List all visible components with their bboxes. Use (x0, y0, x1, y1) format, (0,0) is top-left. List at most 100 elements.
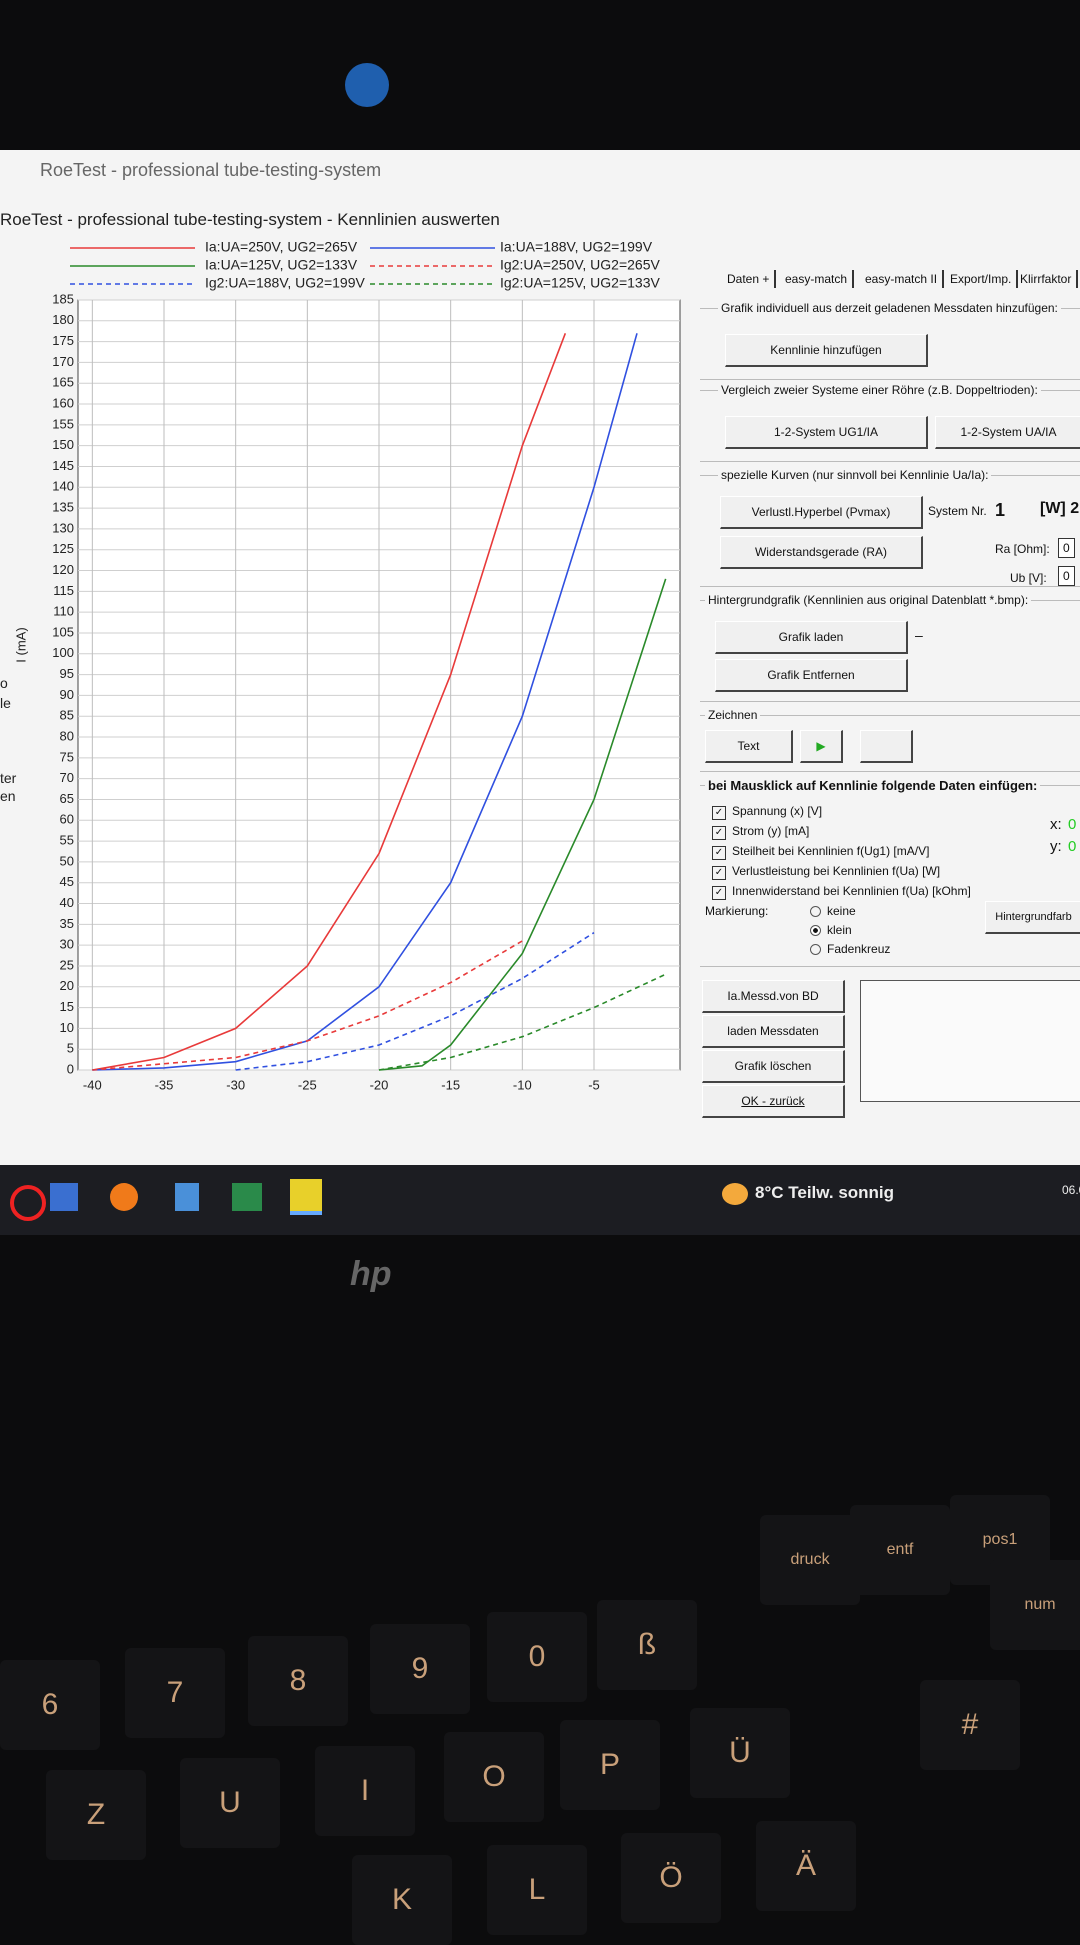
label: x: (1050, 816, 1062, 833)
button[interactable]: Grafik löschen (702, 1050, 845, 1083)
group-box: Vergleich zweier Systeme einer Röhre (z.… (700, 383, 1080, 462)
group-label: Zeichnen (705, 708, 761, 722)
button[interactable]: Kennlinie hinzufügen (725, 334, 928, 367)
key[interactable]: Ä (756, 1821, 856, 1911)
key[interactable]: # (920, 1680, 1020, 1770)
button[interactable]: Grafik laden (715, 621, 908, 654)
legend-label: Ia:UA=250V, UG2=265V (205, 240, 358, 255)
label: [W] 2 (1040, 500, 1080, 517)
checkbox[interactable]: Innenwiderstand bei Kennlinien f(Ua) [kO… (712, 884, 971, 900)
y-tick-label: 135 (52, 500, 74, 515)
key[interactable]: P (560, 1720, 660, 1810)
key[interactable]: 7 (125, 1648, 225, 1738)
group-box: Hintergrundgrafik (Kennlinien aus origin… (700, 593, 1080, 702)
y-tick-label: 40 (60, 895, 74, 910)
checkbox[interactable]: Steilheit bei Kennlinien f(Ug1) [mA/V] (712, 844, 929, 860)
x-tick-label: -35 (155, 1077, 174, 1092)
checkbox[interactable]: Strom (y) [mA] (712, 824, 809, 840)
key[interactable]: num (990, 1560, 1080, 1650)
button[interactable]: laden Messdaten (702, 1015, 845, 1048)
group-label: Hintergrundgrafik (Kennlinien aus origin… (705, 593, 1032, 607)
key[interactable]: Ü (690, 1708, 790, 1798)
button[interactable]: Hintergrundfarb (985, 901, 1080, 934)
button[interactable]: 1-2-System UA/IA (935, 416, 1080, 449)
play-button[interactable]: ▶ (800, 730, 843, 763)
brand-logo: hp (350, 1255, 392, 1293)
control-panel: Daten + easy-match easy-match II Export/… (700, 270, 1080, 1150)
tab[interactable]: Daten + (722, 270, 777, 288)
y-tick-label: 145 (52, 458, 74, 473)
group-box: Grafik individuell aus derzeit geladenen… (700, 301, 1080, 380)
key[interactable]: O (444, 1732, 544, 1822)
key[interactable]: ß (597, 1600, 697, 1690)
app-icon[interactable] (50, 1183, 78, 1211)
radio-button[interactable]: klein (810, 923, 852, 937)
key[interactable]: Z (46, 1770, 146, 1860)
key[interactable]: entf (850, 1505, 950, 1595)
y-tick-label: 180 (52, 312, 74, 327)
tab[interactable]: Export/Imp. (945, 270, 1019, 288)
legend-label: Ia:UA=125V, UG2=133V (205, 257, 358, 273)
window-title: RoeTest - professional tube-testing-syst… (0, 210, 500, 229)
key[interactable]: U (180, 1758, 280, 1848)
app-icon[interactable] (110, 1183, 138, 1211)
legend-label: Ia:UA=188V, UG2=199V (500, 240, 653, 255)
key[interactable]: 0 (487, 1612, 587, 1702)
radio-button[interactable]: keine (810, 904, 856, 918)
button[interactable]: Text (705, 730, 793, 763)
input[interactable]: 0 (1058, 538, 1075, 558)
key[interactable]: I (315, 1746, 415, 1836)
key[interactable]: 8 (248, 1636, 348, 1726)
label: y: (1050, 838, 1062, 855)
button[interactable]: Grafik Entfernen (715, 659, 908, 692)
app-icon[interactable] (10, 1185, 46, 1221)
taskbar: 8°C Teilw. sonnig 06.0 (0, 1165, 1080, 1235)
y-tick-label: 165 (52, 375, 74, 390)
button[interactable]: OK - zurück (702, 1085, 845, 1118)
x-tick-label: -5 (588, 1077, 600, 1092)
key[interactable]: K (352, 1855, 452, 1945)
y-tick-label: 45 (60, 874, 74, 889)
key[interactable]: Ö (621, 1833, 721, 1923)
group-label: Grafik individuell aus derzeit geladenen… (718, 301, 1061, 315)
key[interactable]: 6 (0, 1660, 100, 1750)
radio-button[interactable]: Fadenkreuz (810, 942, 890, 956)
checkbox[interactable]: Spannung (x) [V] (712, 804, 822, 820)
y-tick-label: 60 (60, 812, 74, 827)
y-tick-label: 0 (67, 1061, 74, 1076)
label: System Nr. (928, 504, 987, 518)
spin-value[interactable]: 1 (995, 500, 1006, 520)
weather[interactable]: 8°C Teilw. sonnig (755, 1183, 895, 1202)
app-icon[interactable] (232, 1183, 262, 1211)
key[interactable]: 9 (370, 1624, 470, 1714)
value: 0 (1068, 816, 1077, 833)
key[interactable]: druck (760, 1515, 860, 1605)
y-tick-label: 160 (52, 395, 74, 410)
tab[interactable]: Klirrfaktor (1015, 270, 1079, 288)
x-tick-label: -30 (226, 1077, 245, 1092)
y-tick-label: 125 (52, 541, 74, 556)
checkbox[interactable]: Verlustleistung bei Kennlinien f(Ua) [W] (712, 864, 940, 880)
tab[interactable]: easy-match (780, 270, 855, 288)
button[interactable]: Ia.Messd.von BD (702, 980, 845, 1013)
value: 0 (1068, 838, 1077, 855)
y-tick-label: 105 (52, 624, 74, 639)
input[interactable]: 0 (1058, 566, 1075, 586)
date: 06.0 (1062, 1183, 1080, 1197)
legend-label: Ig2:UA=125V, UG2=133V (500, 275, 660, 291)
y-tick-label: 65 (60, 791, 74, 806)
button[interactable] (860, 730, 913, 763)
button[interactable]: 1-2-System UG1/IA (725, 416, 928, 449)
app-icon[interactable] (175, 1183, 199, 1211)
webcam (345, 63, 389, 107)
button[interactable]: Verlustl.Hyperbel (Pvmax) (720, 496, 923, 529)
app-icon[interactable] (290, 1179, 322, 1215)
y-tick-label: 30 (60, 937, 74, 952)
series-line (235, 931, 595, 1071)
group-label: Vergleich zweier Systeme einer Röhre (z.… (718, 383, 1041, 397)
y-tick-label: 35 (60, 916, 74, 931)
tab[interactable]: easy-match II (860, 270, 945, 288)
button[interactable]: Widerstandsgerade (RA) (720, 536, 923, 569)
key[interactable]: L (487, 1845, 587, 1935)
